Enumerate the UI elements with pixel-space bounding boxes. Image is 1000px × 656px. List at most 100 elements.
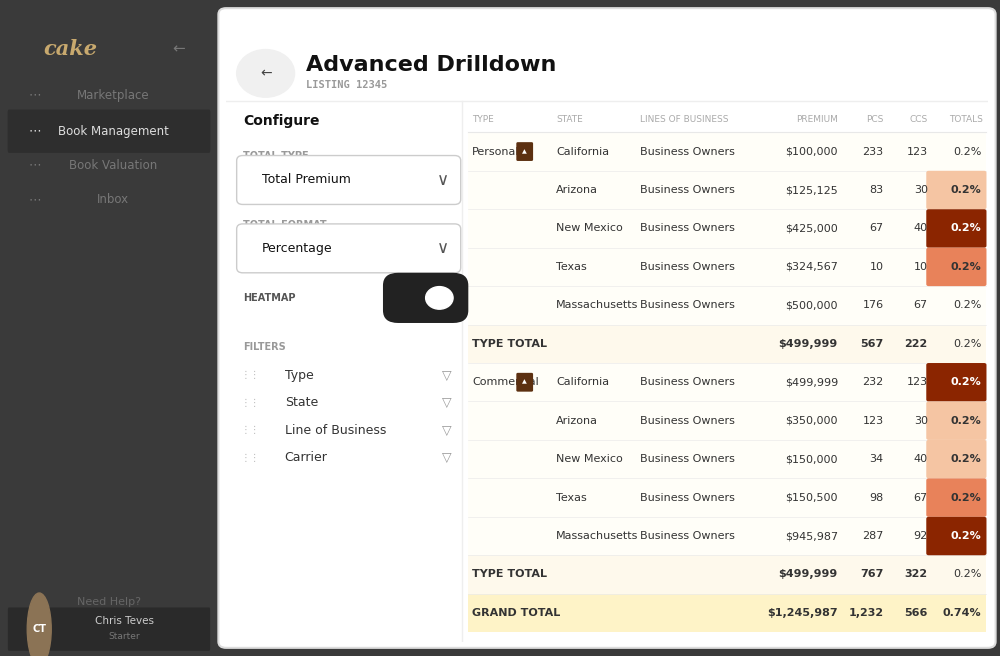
Text: 67: 67 (914, 493, 928, 502)
FancyBboxPatch shape (926, 517, 986, 555)
Text: Business Owners: Business Owners (640, 224, 735, 234)
Bar (468, 517, 986, 555)
Text: Business Owners: Business Owners (640, 493, 735, 502)
Text: 67: 67 (914, 300, 928, 310)
Text: LINES OF BUSINESS: LINES OF BUSINESS (640, 115, 728, 124)
Text: Business Owners: Business Owners (640, 377, 735, 387)
Text: Starter: Starter (108, 632, 140, 641)
Text: ∨: ∨ (437, 239, 449, 257)
Text: ⋯: ⋯ (29, 159, 41, 172)
FancyBboxPatch shape (237, 155, 461, 205)
Text: Massachusetts: Massachusetts (556, 300, 638, 310)
Text: Configure: Configure (243, 114, 319, 128)
FancyBboxPatch shape (926, 209, 986, 248)
Text: 98: 98 (869, 493, 884, 502)
Text: FILTERS: FILTERS (243, 342, 286, 352)
Text: Business Owners: Business Owners (640, 416, 735, 426)
Text: 83: 83 (869, 185, 884, 195)
Text: ⋮⋮: ⋮⋮ (241, 398, 260, 407)
Text: Inbox: Inbox (97, 193, 129, 206)
Bar (468, 209, 986, 248)
FancyBboxPatch shape (926, 440, 986, 478)
Text: 0.2%: 0.2% (950, 185, 981, 195)
Text: ▲: ▲ (522, 380, 527, 385)
Text: Massachusetts: Massachusetts (556, 531, 638, 541)
Text: Arizona: Arizona (556, 185, 598, 195)
Text: $150,000: $150,000 (785, 454, 838, 464)
Bar (468, 171, 986, 209)
Text: Book Valuation: Book Valuation (69, 159, 157, 172)
Text: LISTING 12345: LISTING 12345 (306, 79, 387, 90)
Text: 566: 566 (904, 608, 928, 618)
Text: 0.2%: 0.2% (950, 493, 981, 502)
FancyBboxPatch shape (516, 142, 533, 161)
Text: Business Owners: Business Owners (640, 185, 735, 195)
Text: 30: 30 (914, 416, 928, 426)
Bar (468, 478, 986, 517)
Text: California: California (556, 377, 609, 387)
Text: $500,000: $500,000 (785, 300, 838, 310)
Circle shape (27, 593, 51, 656)
Text: cake: cake (44, 39, 98, 59)
Text: 287: 287 (862, 531, 884, 541)
Text: ▽: ▽ (442, 424, 452, 437)
FancyBboxPatch shape (926, 171, 986, 209)
Text: 123: 123 (862, 416, 884, 426)
Text: $125,125: $125,125 (785, 185, 838, 195)
Text: Percentage: Percentage (262, 242, 332, 255)
Text: 40: 40 (914, 454, 928, 464)
Text: ⋮⋮: ⋮⋮ (241, 453, 260, 463)
Text: 123: 123 (907, 146, 928, 157)
Text: PCS: PCS (866, 115, 884, 124)
Text: ∨: ∨ (437, 171, 449, 189)
Text: STATE: STATE (556, 115, 583, 124)
FancyBboxPatch shape (218, 8, 996, 648)
Text: Personal: Personal (472, 146, 520, 157)
Text: PREMIUM: PREMIUM (796, 115, 838, 124)
Text: 0.2%: 0.2% (950, 531, 981, 541)
Text: ←: ← (260, 66, 271, 81)
Text: Type: Type (285, 369, 313, 382)
Text: 233: 233 (862, 146, 884, 157)
Text: ⋯: ⋯ (29, 125, 41, 138)
Text: Business Owners: Business Owners (640, 146, 735, 157)
Text: 10: 10 (914, 262, 928, 272)
Text: TYPE TOTAL: TYPE TOTAL (472, 569, 547, 579)
Text: CT: CT (32, 624, 46, 634)
Text: 123: 123 (907, 377, 928, 387)
Text: Commercial: Commercial (472, 377, 539, 387)
Text: 222: 222 (905, 338, 928, 349)
FancyBboxPatch shape (926, 248, 986, 286)
Text: 10: 10 (870, 262, 884, 272)
Text: Business Owners: Business Owners (640, 262, 735, 272)
Text: 40: 40 (914, 224, 928, 234)
Text: ▲: ▲ (522, 149, 527, 154)
Text: 0.2%: 0.2% (953, 338, 981, 349)
Text: Chris Teves: Chris Teves (95, 616, 154, 626)
Text: Advanced Drilldown: Advanced Drilldown (306, 54, 556, 75)
Text: Business Owners: Business Owners (640, 531, 735, 541)
FancyBboxPatch shape (516, 373, 533, 392)
Text: ▽: ▽ (442, 396, 452, 409)
Text: 34: 34 (869, 454, 884, 464)
Text: TYPE TOTAL: TYPE TOTAL (472, 338, 547, 349)
Text: $499,999: $499,999 (779, 338, 838, 349)
FancyBboxPatch shape (8, 110, 210, 153)
Bar (468, 286, 986, 325)
Text: New Mexico: New Mexico (556, 224, 623, 234)
Text: Texas: Texas (556, 262, 587, 272)
Bar (468, 594, 986, 632)
Bar (468, 363, 986, 401)
Text: State: State (285, 396, 318, 409)
Text: GRAND TOTAL: GRAND TOTAL (472, 608, 560, 618)
Text: 0.2%: 0.2% (950, 377, 981, 387)
Text: ⋮⋮: ⋮⋮ (241, 370, 260, 380)
Text: TOTAL TYPE: TOTAL TYPE (243, 150, 308, 161)
Text: 567: 567 (860, 338, 884, 349)
Text: CCS: CCS (910, 115, 928, 124)
Text: $150,500: $150,500 (785, 493, 838, 502)
Text: $945,987: $945,987 (785, 531, 838, 541)
FancyBboxPatch shape (926, 478, 986, 517)
Text: 0.2%: 0.2% (953, 300, 981, 310)
Text: 67: 67 (869, 224, 884, 234)
